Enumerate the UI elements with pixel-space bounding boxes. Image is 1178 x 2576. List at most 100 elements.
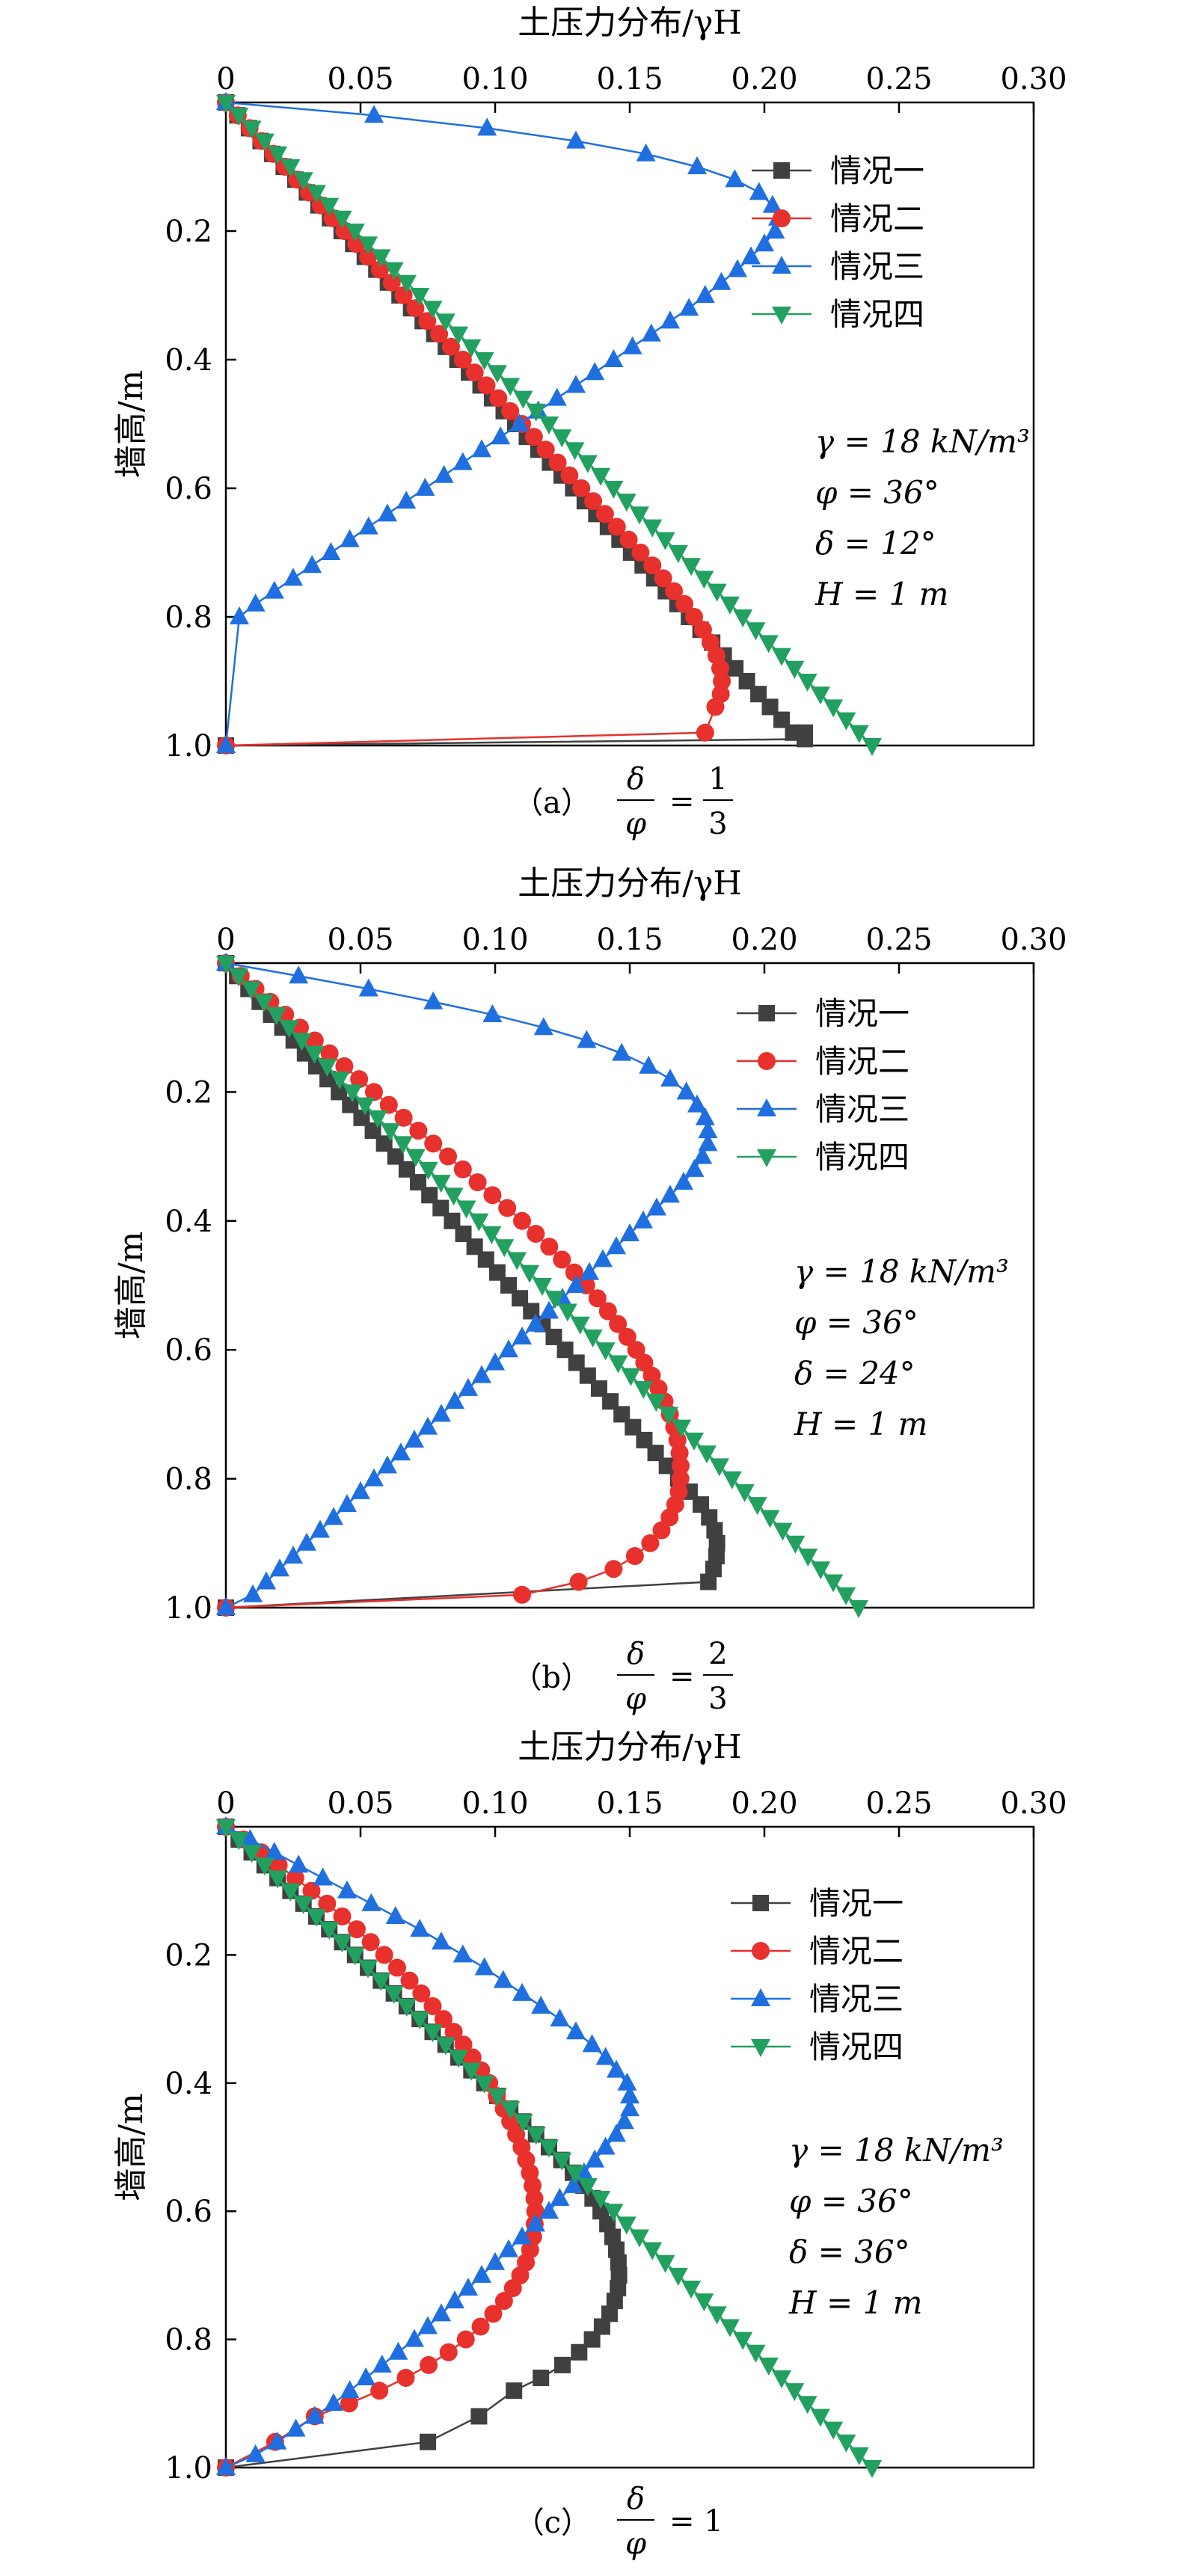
data-point (254, 994, 274, 1012)
data-point (378, 503, 397, 522)
legend-marker (752, 1895, 769, 1911)
data-point (453, 1160, 472, 1178)
data-point (292, 1033, 312, 1051)
data-point (410, 288, 430, 306)
data-point (544, 1291, 565, 1309)
data-point (636, 1431, 653, 1448)
data-point (445, 1391, 464, 1410)
data-point (665, 582, 684, 600)
data-point (420, 2355, 438, 2374)
data-point (693, 1496, 710, 1513)
caption-fraction-num: δ (627, 762, 645, 796)
data-point (405, 1429, 424, 1448)
data-point (608, 1355, 628, 1374)
data-point (552, 2152, 572, 2171)
data-point (393, 1136, 413, 1155)
data-point (375, 1135, 393, 1152)
data-point (670, 1444, 689, 1463)
data-point (797, 2396, 817, 2414)
legend-marker (757, 1149, 776, 1167)
x-axis-title: 土压力分布/γH (518, 4, 742, 42)
data-point (431, 1175, 451, 1193)
data-point (332, 1934, 352, 1953)
data-point (728, 259, 747, 277)
data-point (823, 699, 844, 718)
data-point (694, 571, 714, 589)
data-point (610, 2280, 627, 2297)
data-point (418, 1161, 438, 1180)
data-point (773, 1522, 793, 1541)
data-point (610, 2266, 628, 2284)
data-point (280, 159, 301, 177)
data-point (641, 323, 661, 342)
data-point (797, 731, 813, 748)
data-point (695, 285, 715, 303)
data-point (257, 1571, 276, 1590)
data-point (396, 2369, 415, 2388)
data-point (483, 1186, 502, 1205)
data-point (625, 1418, 642, 1436)
data-point (423, 1996, 442, 2015)
data-point (345, 224, 365, 242)
data-point (533, 1017, 553, 1036)
data-point (565, 442, 585, 461)
y-tick-label: 0.8 (165, 600, 212, 635)
parameter-annotation: H = 1 m (788, 2284, 922, 2321)
x-tick-label: 0.10 (461, 1786, 528, 1821)
data-point (306, 1908, 326, 1927)
data-point (566, 2021, 586, 2040)
x-tick-label: 0.10 (461, 923, 528, 957)
data-point (550, 2188, 570, 2207)
legend-label: 情况三 (830, 248, 924, 285)
data-point (583, 1329, 603, 1347)
panel-caption: （b） δφ = 2 3 (512, 1637, 733, 1716)
data-point (499, 2239, 518, 2257)
legend-label: 情况一 (815, 995, 909, 1032)
data-point (849, 1600, 868, 1618)
data-point (432, 1199, 450, 1217)
data-point (318, 1894, 337, 1913)
data-point (454, 2035, 473, 2054)
data-point (836, 2434, 856, 2453)
data-point (639, 1055, 659, 1074)
data-point (509, 414, 530, 431)
data-point (424, 1134, 443, 1153)
data-point (365, 1083, 383, 1101)
data-point (387, 1148, 404, 1165)
data-point (359, 248, 378, 266)
data-point (654, 569, 672, 588)
data-point (372, 2354, 392, 2373)
x-tick-label: 0.05 (327, 1786, 393, 1821)
data-point (604, 1560, 623, 1579)
data-point (279, 1020, 299, 1039)
data-point (622, 336, 642, 354)
data-point (280, 1883, 301, 1902)
data-point (434, 2010, 453, 2029)
data-point (642, 519, 663, 538)
data-point (566, 130, 586, 149)
data-point (760, 1510, 780, 1528)
data-point (647, 1445, 664, 1462)
data-point (584, 492, 603, 511)
data-point (539, 1300, 559, 1319)
data-point (498, 1199, 517, 1217)
data-point (444, 1187, 464, 1206)
data-point (384, 262, 404, 280)
data-point (445, 2290, 464, 2309)
data-point (553, 1250, 571, 1269)
x-tick-label: 0.15 (596, 1786, 663, 1821)
data-point (810, 2409, 830, 2427)
data-point (727, 660, 744, 677)
data-point (604, 349, 624, 367)
data-point (368, 1110, 388, 1128)
data-point (634, 1210, 653, 1229)
y-tick-label: 0.2 (165, 215, 212, 249)
data-point (500, 378, 521, 396)
data-point (602, 1393, 619, 1410)
data-point (595, 2047, 616, 2065)
data-point (398, 1161, 415, 1178)
data-point (324, 2393, 343, 2411)
data-point (456, 2330, 475, 2349)
data-point (493, 1970, 513, 1988)
